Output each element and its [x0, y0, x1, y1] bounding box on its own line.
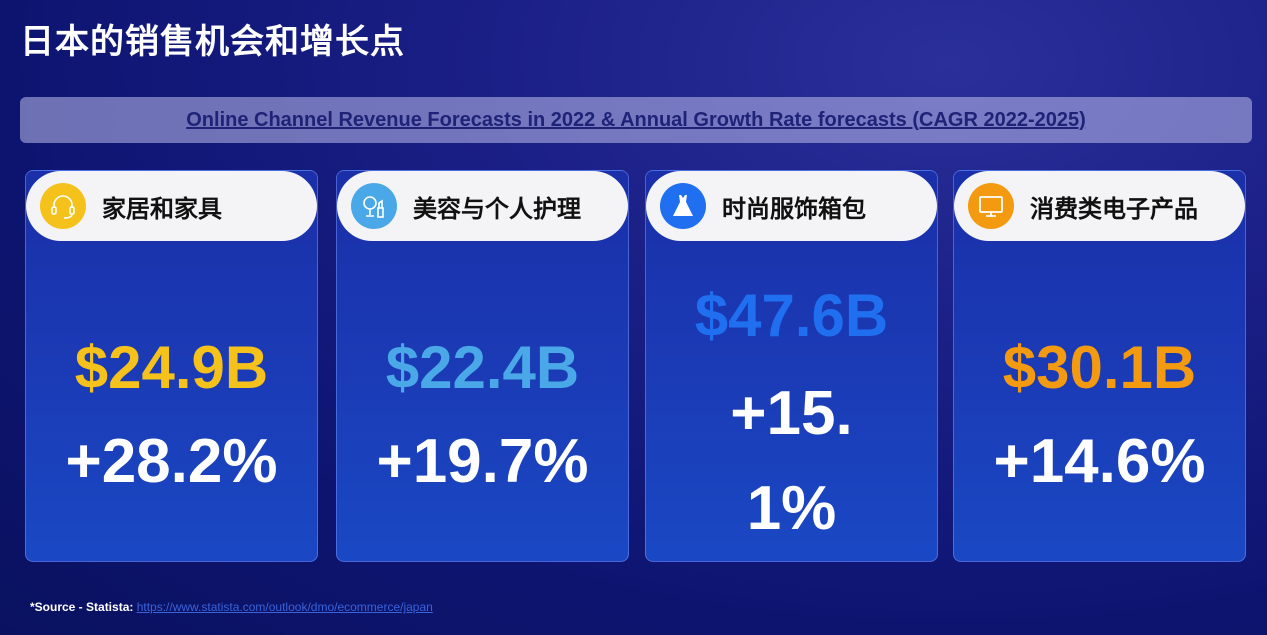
- card-label: 时尚服饰箱包: [722, 194, 866, 223]
- revenue-value: $47.6B: [694, 282, 889, 349]
- card-header: 时尚服饰箱包: [646, 171, 937, 241]
- category-card-fashion: 时尚服饰箱包 $47.6B +15.1%: [645, 170, 938, 562]
- category-card-electronics: 消费类电子产品 $30.1B +14.6%: [953, 170, 1246, 562]
- banner-text[interactable]: Online Channel Revenue Forecasts in 2022…: [186, 108, 1086, 131]
- revenue-value: $30.1B: [1002, 334, 1197, 401]
- card-header: 美容与个人护理: [337, 171, 628, 241]
- subtitle-banner: Online Channel Revenue Forecasts in 2022…: [20, 97, 1252, 143]
- card-label: 家居和家具: [102, 194, 222, 223]
- card-label: 美容与个人护理: [413, 194, 581, 223]
- mirror-lipstick-icon: [351, 183, 397, 229]
- source-link[interactable]: https://www.statista.com/outlook/dmo/eco…: [136, 600, 433, 614]
- card-label: 消费类电子产品: [1030, 194, 1198, 223]
- revenue-value: $22.4B: [385, 334, 580, 401]
- source-note: *Source - Statista: https://www.statista…: [30, 600, 433, 614]
- card-header: 家居和家具: [26, 171, 317, 241]
- monitor-icon: [968, 183, 1014, 229]
- growth-rate: +19.7%: [376, 427, 589, 496]
- category-card-home: 家居和家具 $24.9B +28.2%: [25, 170, 318, 562]
- category-card-beauty: 美容与个人护理 $22.4B +19.7%: [336, 170, 629, 562]
- card-header: 消费类电子产品: [954, 171, 1245, 241]
- page-title: 日本的销售机会和增长点: [20, 22, 405, 62]
- source-label: *Source - Statista:: [30, 600, 134, 614]
- growth-rate: +15.1%: [730, 379, 853, 543]
- growth-rate: +28.2%: [65, 427, 278, 496]
- growth-rate: +14.6%: [993, 427, 1206, 496]
- headset-icon: [40, 183, 86, 229]
- revenue-value: $24.9B: [74, 334, 269, 401]
- dress-icon: [660, 183, 706, 229]
